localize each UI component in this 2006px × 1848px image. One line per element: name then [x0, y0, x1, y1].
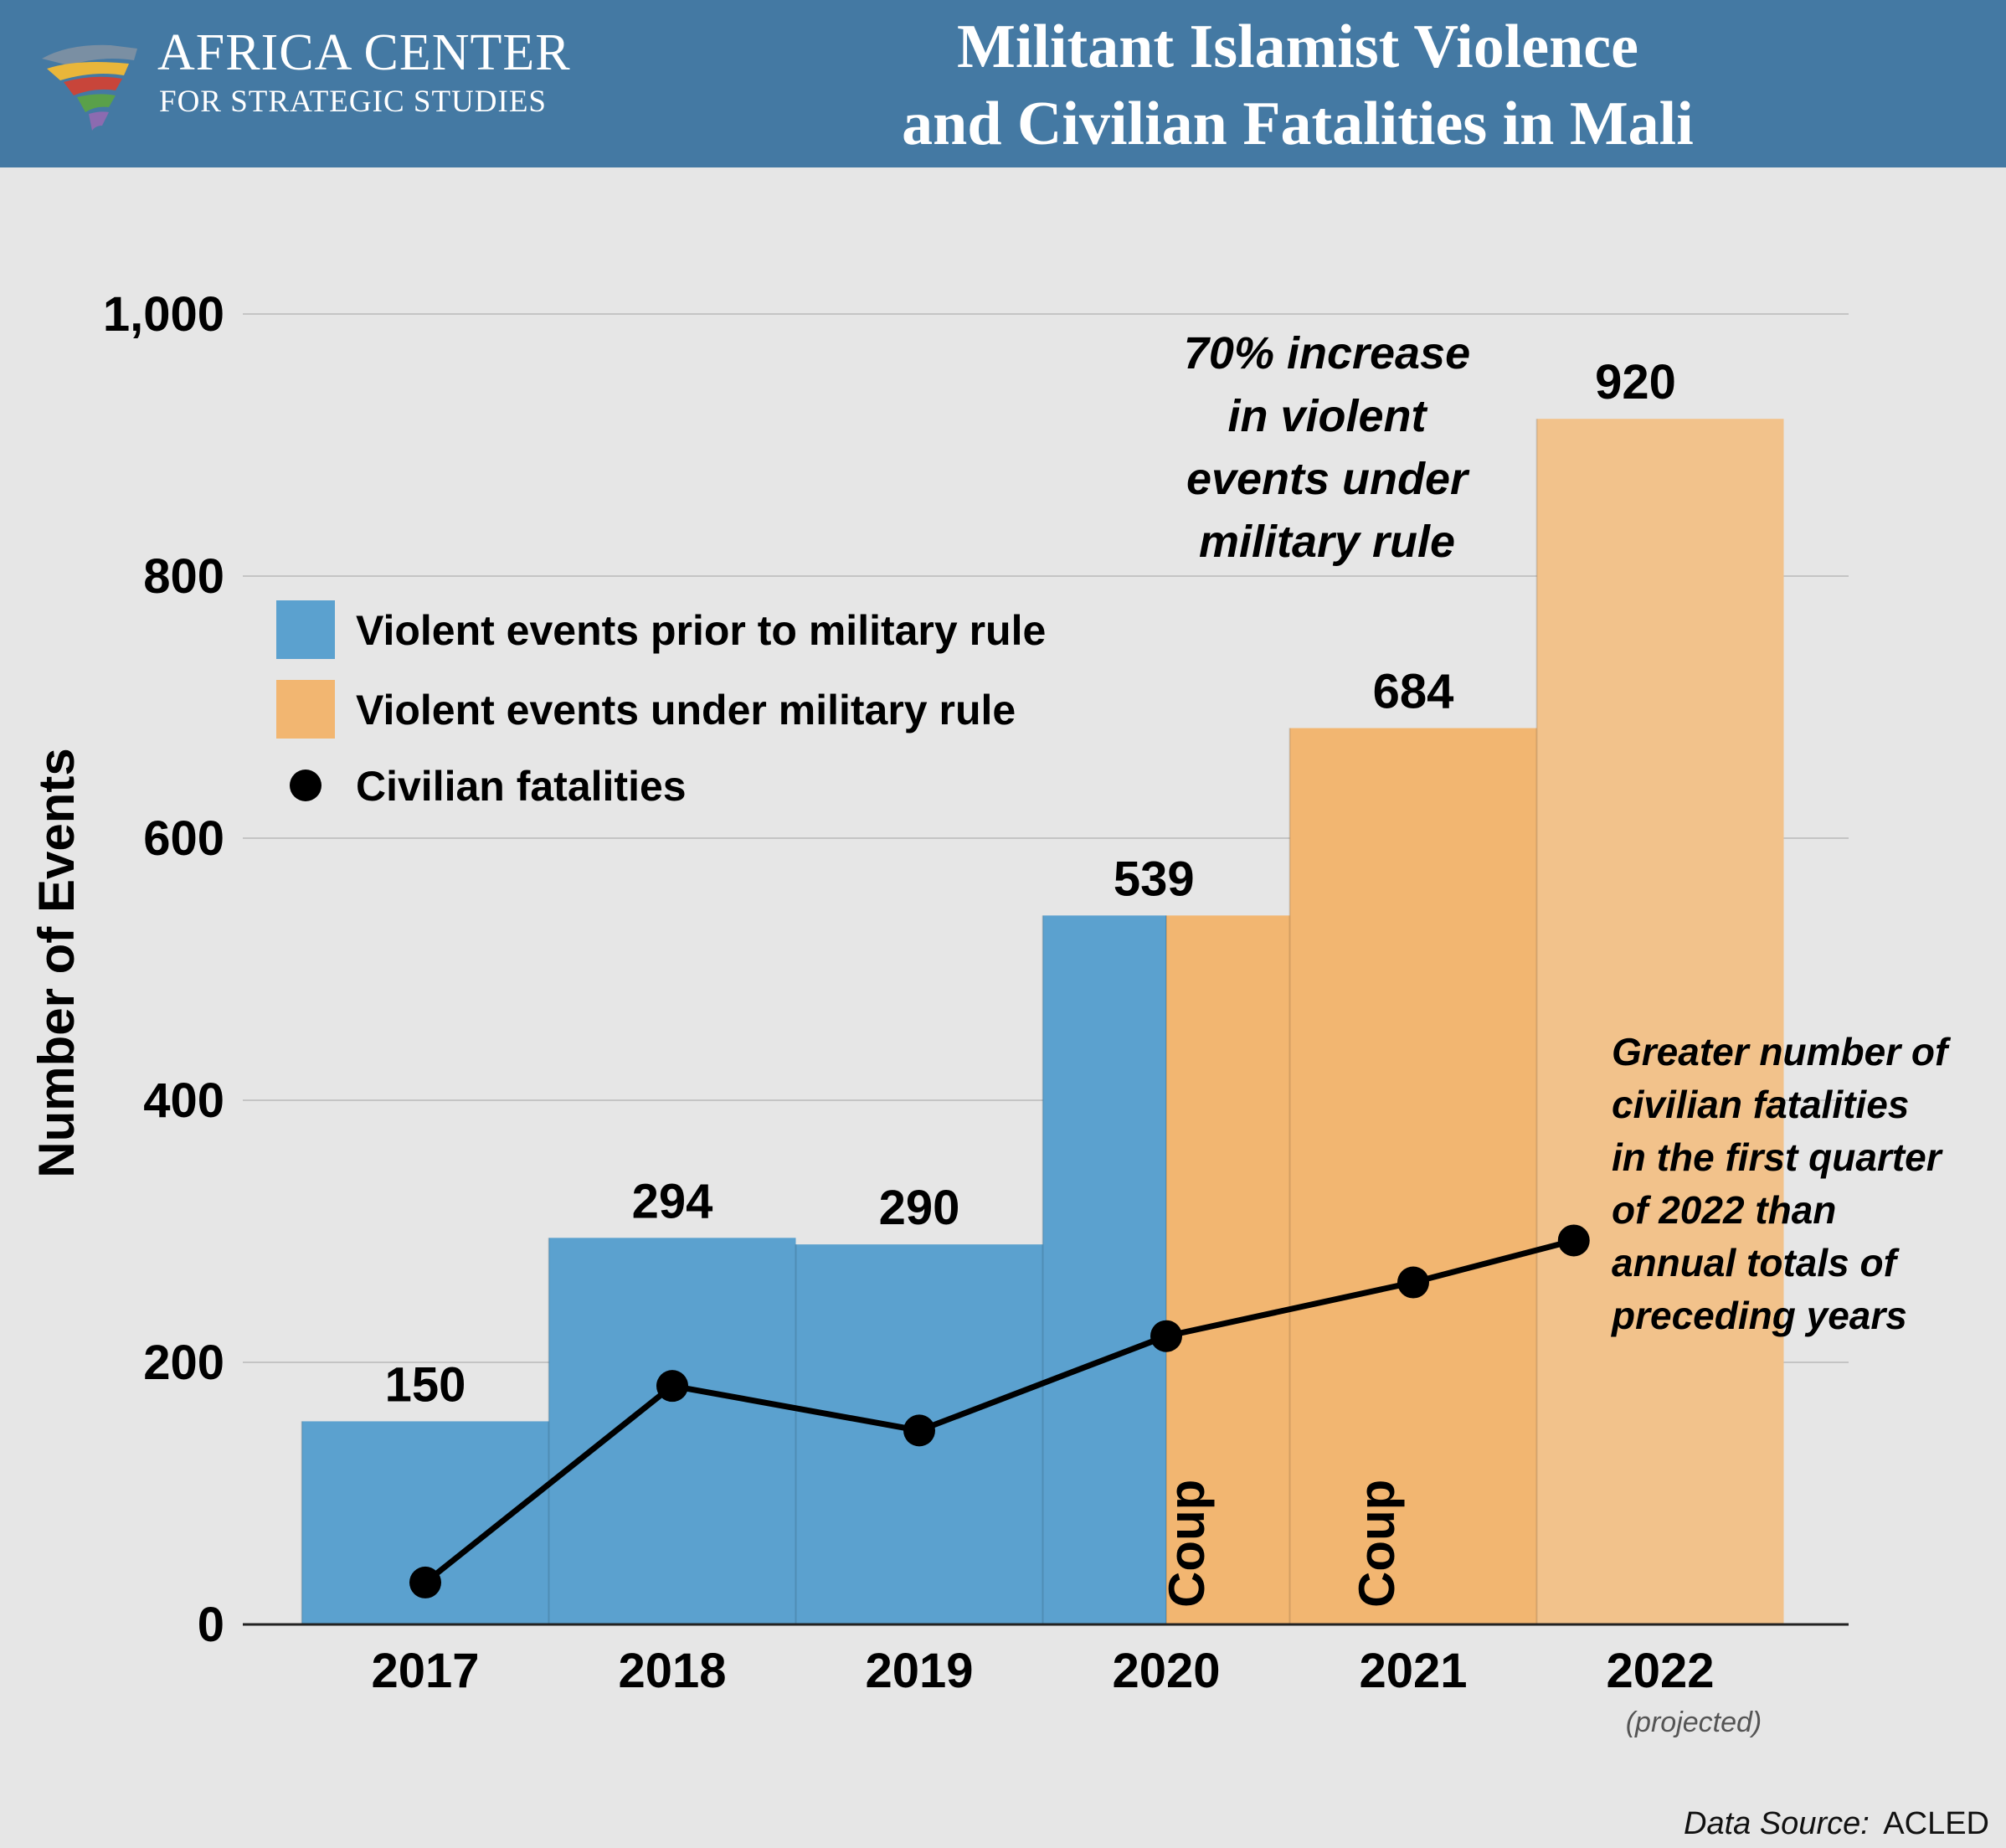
- annotation-increase-line: in violent: [1227, 391, 1427, 441]
- y-axis-label: Number of Events: [28, 748, 85, 1177]
- bar-value-label: 150: [385, 1357, 466, 1412]
- event-labels: Coup Coup: [1159, 1480, 1405, 1608]
- x-tick-label: 2017: [371, 1644, 479, 1698]
- africa-map-logo-icon: [42, 44, 137, 131]
- fatalities-point: [1150, 1320, 1182, 1352]
- y-tick-label: 600: [143, 811, 224, 866]
- y-tick-label: 400: [143, 1073, 224, 1128]
- y-tick-label: 200: [143, 1336, 224, 1390]
- legend-label: Civilian fatalities: [356, 763, 687, 810]
- bars: [301, 419, 1784, 1625]
- legend: Violent events prior to military rule Vio…: [276, 600, 1046, 810]
- annotation-increase-line: military rule: [1199, 517, 1455, 567]
- data-source: Data Source: ACLED: [1684, 1806, 1989, 1841]
- x-tick-label: 2021: [1359, 1644, 1467, 1698]
- annotations: 70% increase in violent events under milita…: [1184, 328, 1952, 1337]
- annotation-fatalities-line: in the first quarter: [1612, 1135, 1943, 1179]
- annotation-increase-line: events under: [1186, 454, 1470, 504]
- annotation-fatalities-line: annual totals of: [1612, 1241, 1901, 1284]
- fatalities-point: [903, 1414, 935, 1447]
- annotation-fatalities-line: of 2022 than: [1612, 1188, 1836, 1232]
- annotation-increase-line: 70% increase: [1184, 328, 1470, 378]
- fatalities-line: [409, 1224, 1590, 1598]
- legend-label: Violent events prior to military rule: [356, 607, 1046, 654]
- data-source-name: ACLED: [1883, 1806, 1989, 1841]
- legend-dot: [290, 770, 321, 801]
- x-tick-labels: 2017 2018 2019 2020 2021 2022 (projected): [371, 1644, 1762, 1738]
- legend-swatch: [276, 600, 335, 659]
- title-line-1: Militant Islamist Violence: [957, 13, 1638, 81]
- org-name: AFRICA CENTER: [157, 24, 571, 81]
- fatalities-line-path: [423, 1238, 1575, 1585]
- bar-value-labels: 150 294 290 539 684 920: [385, 355, 1676, 1412]
- bar-value-label: 684: [1373, 665, 1454, 719]
- bar: [548, 1238, 796, 1624]
- annotation-fatalities-line: preceding years: [1610, 1294, 1907, 1337]
- bar: [1289, 728, 1537, 1624]
- x-tick-label: 2020: [1112, 1644, 1220, 1698]
- y-tick-labels: 0 200 400 600 800 1,000: [103, 287, 224, 1652]
- bar-value-label: 539: [1114, 852, 1195, 906]
- annotation-fatalities-line: Greater number of: [1612, 1030, 1952, 1073]
- bar-value-label: 294: [632, 1174, 713, 1228]
- x-tick-label: 2018: [618, 1644, 726, 1698]
- org-subtitle: FOR STRATEGIC STUDIES: [159, 85, 547, 119]
- bar: [1536, 419, 1784, 1625]
- event-label-coup: Coup: [1159, 1480, 1215, 1608]
- fatalities-point: [1557, 1224, 1590, 1257]
- bar: [1042, 915, 1166, 1624]
- fatalities-point: [656, 1370, 688, 1403]
- annotation-fatalities-line: civilian fatalities: [1612, 1083, 1909, 1126]
- legend-swatch: [276, 680, 335, 739]
- bar-value-label: 920: [1595, 355, 1676, 409]
- x-tick-label: 2019: [865, 1644, 973, 1698]
- x-tick-label: 2022: [1606, 1644, 1714, 1698]
- chart-title: Militant Islamist Violence and Civilian …: [754, 8, 1842, 162]
- x-tick-note: (projected): [1626, 1706, 1762, 1738]
- title-line-2: and Civilian Fatalities in Mali: [902, 90, 1694, 158]
- bar-value-label: 290: [879, 1181, 960, 1235]
- legend-label: Violent events under military rule: [356, 687, 1016, 734]
- data-source-prefix: Data Source:: [1684, 1806, 1870, 1841]
- y-tick-label: 0: [198, 1598, 224, 1652]
- fatalities-point: [1397, 1266, 1429, 1299]
- y-tick-label: 800: [143, 549, 224, 604]
- fatalities-point: [409, 1566, 441, 1598]
- bar: [1166, 915, 1290, 1624]
- y-tick-label: 1,000: [103, 287, 224, 342]
- event-label-coup: Coup: [1349, 1480, 1405, 1608]
- header-banner: AFRICA CENTER FOR STRATEGIC STUDIES Mili…: [0, 0, 2006, 167]
